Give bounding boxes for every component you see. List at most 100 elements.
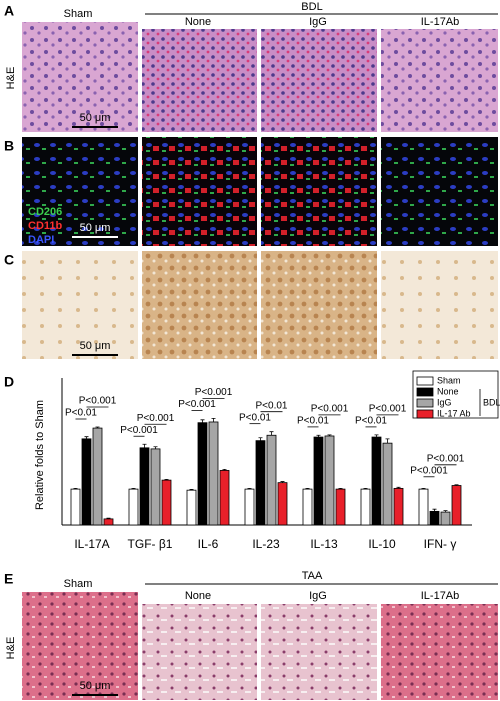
error-bar [421,487,426,490]
micrograph [261,604,377,700]
error-bar [454,484,459,486]
error-bar [305,487,310,490]
bar [324,435,335,526]
scale-bar-label: 50 μm [80,340,111,352]
micrograph [142,251,257,359]
legend-swatch [416,398,434,408]
bar [128,488,139,526]
error-bar [131,487,136,490]
significance-label: P<0.001 [427,453,465,464]
bar [244,488,255,526]
y-axis-label: Relative folds to Sham [34,400,46,510]
micrograph [381,251,498,359]
error-bar [200,419,205,423]
significance-label: P<0.01 [256,400,288,411]
marker-label: CD206 [28,206,62,218]
column-label: Sham [64,578,93,590]
micrograph [142,29,257,132]
column-label: IgG [309,16,327,28]
marker-label: CD11b [28,220,63,232]
micrograph [381,29,498,132]
bar [266,434,277,526]
significance-label: P<0.001 [410,465,448,476]
significance-label: P<0.001 [311,404,349,415]
stain-label: H&E [5,67,17,90]
error-bar [106,517,111,519]
error-bar [247,487,252,490]
significance-label: P<0.01 [65,408,97,419]
bar [418,488,429,526]
bar [255,440,266,526]
bar [382,442,393,526]
group-label: TAA [302,570,323,582]
micrograph [381,137,498,246]
significance-label: P<0.01 [355,416,387,427]
micrograph [142,604,257,700]
error-bar [327,434,332,436]
significance-label: P<0.001 [195,387,233,398]
x-tick-label: IFN- γ [424,537,457,551]
error-bar [269,431,274,436]
micrograph [22,251,138,359]
micrograph [22,22,138,132]
bar [277,482,288,526]
significance-label: P<0.001 [369,404,407,415]
legend-label: Sham [437,375,461,385]
error-bar [164,479,169,481]
marker-label: DAPI [28,234,54,246]
column-label: None [185,16,211,28]
scale-bar-label: 50 μm [80,222,111,234]
error-bar [222,468,227,471]
column-label: IL-17Ab [421,16,460,28]
bar [208,421,219,526]
micrograph [261,137,377,246]
x-tick-label: IL-23 [252,537,280,551]
bar [313,436,324,526]
panel-label: B [4,138,14,154]
error-bar [84,436,89,439]
legend-group: BDL [483,397,500,407]
bar [360,488,371,526]
column-label: IgG [309,590,327,602]
x-tick-label: IL-6 [198,537,219,551]
legend-label: IgG [437,397,452,407]
panel-label: D [4,374,14,390]
legend-swatch [416,387,434,397]
group-label: BDL [301,1,322,13]
bar [161,479,172,526]
error-bar [443,510,448,513]
micrograph [142,137,257,246]
error-bar [432,508,437,512]
significance-label: P<0.01 [297,416,329,427]
column-label: IL-17Ab [421,590,460,602]
bar [335,488,346,526]
panel-label: E [4,571,13,587]
panel-label: C [4,252,14,268]
x-tick-label: IL-10 [368,537,396,551]
x-tick-label: IL-17A [74,537,109,551]
bar [197,422,208,526]
error-bar [142,443,147,448]
micrograph [22,592,138,700]
micrograph [22,137,138,246]
significance-label: P<0.01 [239,412,271,423]
error-bar [95,426,100,429]
error-bar [385,438,390,444]
bar [393,487,404,526]
bar [186,489,197,526]
bar [103,518,114,526]
error-bar [316,434,321,438]
bar [139,447,150,526]
micrograph [261,29,377,132]
bar [371,436,382,526]
legend-label: IL-17 Ab [437,408,471,418]
significance-label: P<0.001 [120,425,158,436]
bar [302,488,313,526]
bar [150,448,161,526]
error-bar [374,434,379,438]
bar [92,427,103,526]
micrograph [261,251,377,359]
bar [70,488,81,526]
scale-bar-label: 50 μm [80,112,111,124]
